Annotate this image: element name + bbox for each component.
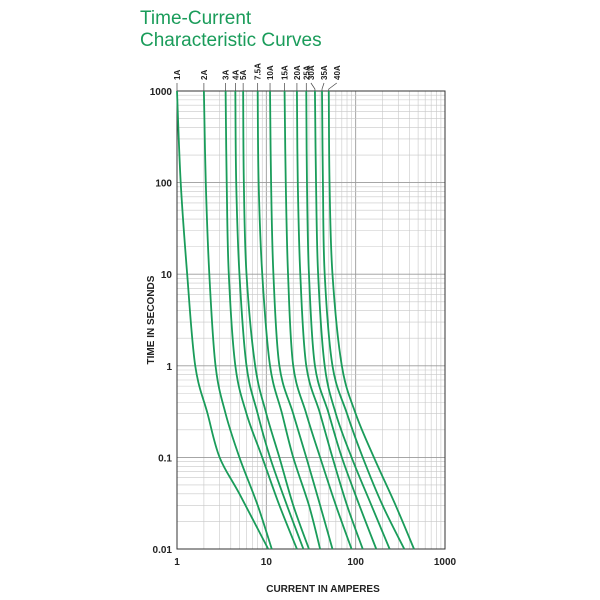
rating-label: 10A (266, 65, 275, 80)
rating-leader (310, 82, 316, 91)
curve-40a (327, 90, 415, 550)
curve-7-5a (256, 90, 321, 550)
curve-3a (224, 90, 298, 550)
curve-25a (305, 90, 378, 550)
curve-15a (283, 90, 353, 550)
rating-leader (328, 82, 337, 91)
x-tick-label: 1000 (434, 557, 457, 568)
rating-label: 4A (231, 70, 240, 80)
y-tick-label: 1000 (150, 87, 173, 98)
y-tick-label: 0.1 (158, 453, 172, 464)
curve-2a (202, 90, 273, 550)
x-tick-label: 1 (174, 557, 180, 568)
plot-frame (176, 90, 446, 550)
curve-30a (314, 90, 391, 550)
x-axis-title: CURRENT IN AMPERES (266, 584, 380, 595)
rating-label: 20A (293, 65, 302, 80)
y-tick-labels: 0.01 0.1 1 10 100 1000 (150, 87, 173, 556)
rating-label: 30A (307, 65, 316, 80)
rating-label: 3A (222, 70, 231, 80)
page-title: Time-Current Characteristic Curves (140, 8, 322, 52)
y-tick-label: 1 (166, 362, 172, 373)
y-tick-label: 10 (161, 270, 173, 281)
curve-4a (234, 90, 305, 550)
rating-label: 1A (173, 70, 182, 80)
rating-label: 35A (320, 65, 329, 80)
title-line-1: Time-Current (140, 8, 252, 29)
rating-label: 40A (333, 65, 342, 80)
chart-grid (176, 91, 445, 550)
curve-35a (321, 90, 406, 550)
title-line-2: Characteristic Curves (140, 30, 322, 51)
y-axis-title: TIME IN SECONDS (146, 275, 157, 364)
curve-20a (296, 90, 364, 550)
x-tick-label: 100 (347, 557, 364, 568)
curve-10a (269, 90, 334, 550)
rating-label: 5A (239, 70, 248, 80)
y-tick-label: 100 (155, 179, 172, 190)
y-tick-label: 0.01 (153, 545, 173, 556)
curve-lines (176, 90, 415, 550)
rating-label: 15A (281, 65, 290, 80)
rating-label: 7.5A (254, 63, 263, 80)
curve-1a (176, 90, 270, 550)
curve-5a (242, 90, 310, 550)
rating-label: 25A (302, 65, 311, 80)
x-tick-label: 10 (261, 557, 273, 568)
x-tick-labels: 1 10 100 1000 (174, 557, 456, 568)
rating-label: 2A (200, 70, 209, 80)
rating-leader (321, 82, 325, 91)
